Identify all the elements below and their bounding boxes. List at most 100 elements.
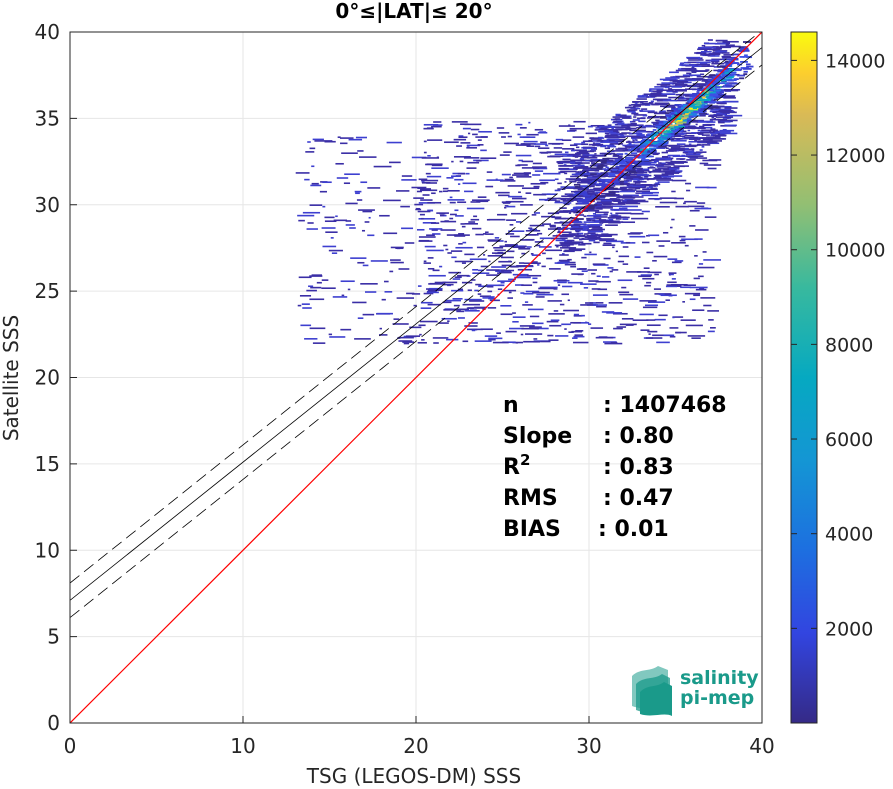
density-cell xyxy=(653,174,669,177)
density-cell xyxy=(719,129,735,132)
density-cell xyxy=(418,178,428,181)
density-cell xyxy=(659,131,668,134)
density-cell xyxy=(442,190,448,193)
density-cell xyxy=(608,136,626,139)
density-cell xyxy=(700,92,707,95)
density-cell xyxy=(715,62,719,64)
density-cell xyxy=(564,172,568,175)
density-cell xyxy=(562,217,571,220)
density-cell xyxy=(427,267,435,270)
density-cell xyxy=(547,197,561,200)
density-cell xyxy=(661,175,675,178)
density-cell xyxy=(687,156,699,158)
confidence-line xyxy=(70,64,762,618)
density-cell xyxy=(714,131,731,133)
density-cell xyxy=(691,132,698,134)
density-cell xyxy=(580,223,584,226)
density-cell xyxy=(538,246,552,248)
density-cell xyxy=(683,284,696,287)
density-cell xyxy=(642,277,655,280)
density-cell xyxy=(668,148,682,151)
density-cell xyxy=(574,166,586,168)
density-cell xyxy=(698,83,709,86)
density-cell xyxy=(479,295,491,298)
density-cell xyxy=(697,48,712,51)
density-cell xyxy=(660,105,668,108)
density-cell xyxy=(417,341,427,344)
density-cell xyxy=(487,255,503,257)
density-cell xyxy=(645,139,650,142)
density-cell xyxy=(601,181,606,184)
density-cell xyxy=(640,110,655,112)
density-cell xyxy=(658,170,675,172)
density-cell xyxy=(533,212,541,214)
density-cell xyxy=(499,180,516,182)
density-cell xyxy=(721,72,730,75)
density-cell xyxy=(572,194,578,196)
density-cell xyxy=(717,70,721,73)
density-cell xyxy=(362,264,369,267)
density-cell xyxy=(707,76,715,79)
density-cell xyxy=(464,223,478,225)
density-cell xyxy=(684,88,697,90)
density-cell xyxy=(554,244,570,247)
density-cell xyxy=(426,249,444,252)
density-cell xyxy=(592,144,602,146)
density-cell xyxy=(565,241,578,244)
density-cell xyxy=(686,189,691,192)
density-cell xyxy=(653,143,659,146)
density-cell xyxy=(606,138,620,141)
density-cell xyxy=(647,271,662,274)
density-cell xyxy=(420,307,432,309)
density-cell xyxy=(589,137,600,139)
density-cell xyxy=(560,235,574,238)
density-cell xyxy=(613,327,623,330)
density-cell xyxy=(666,109,674,112)
density-cell xyxy=(590,159,604,161)
density-cell xyxy=(478,285,488,288)
density-cell xyxy=(668,150,677,152)
density-cell xyxy=(519,325,535,327)
density-cell xyxy=(546,320,559,323)
logo: salinity pi-mep xyxy=(632,666,759,716)
density-cell xyxy=(594,203,601,206)
density-cell xyxy=(515,284,524,286)
density-cell xyxy=(357,150,364,152)
density-cell xyxy=(422,194,430,196)
density-cell xyxy=(590,148,596,151)
density-cell xyxy=(307,222,314,224)
density-cell xyxy=(637,179,640,182)
density-cell xyxy=(689,209,700,212)
density-cell xyxy=(311,274,323,276)
density-cell xyxy=(599,202,614,205)
density-cell xyxy=(665,171,681,174)
density-cell xyxy=(642,114,648,117)
density-cell xyxy=(567,299,570,302)
density-cell xyxy=(684,144,699,147)
density-cell xyxy=(508,195,523,198)
density-cell xyxy=(487,285,494,288)
density-cell xyxy=(597,164,605,167)
density-cell xyxy=(708,319,714,321)
density-cell xyxy=(721,55,731,58)
y-tick-label: 30 xyxy=(35,193,60,217)
density-cell xyxy=(681,132,697,135)
density-cell xyxy=(582,191,587,193)
density-cell xyxy=(633,181,647,183)
density-cell xyxy=(370,260,388,262)
density-cell xyxy=(451,256,457,259)
density-cell xyxy=(675,128,679,131)
density-cell xyxy=(599,125,615,128)
density-cell xyxy=(472,227,482,230)
density-cell xyxy=(692,119,696,122)
density-cell xyxy=(593,264,609,266)
density-cell xyxy=(639,148,647,151)
density-cell xyxy=(559,210,573,212)
density-cell xyxy=(507,185,524,187)
density-cell xyxy=(301,303,310,305)
density-cell xyxy=(588,323,592,325)
density-cell xyxy=(689,157,708,159)
density-cell xyxy=(736,63,743,66)
density-cell xyxy=(464,123,482,126)
